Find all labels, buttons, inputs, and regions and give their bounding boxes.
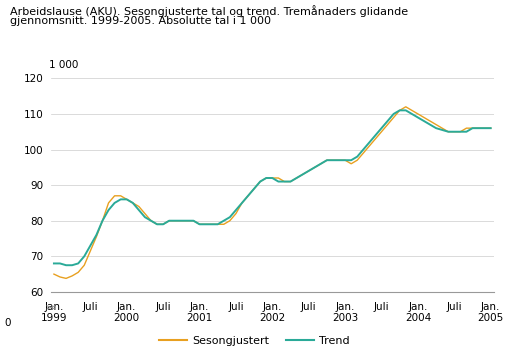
Text: 0: 0	[5, 318, 11, 328]
Sesongjustert	[439, 126, 445, 130]
Sesongjustert	[427, 119, 433, 123]
Trend	[457, 130, 463, 134]
Text: gjennomsnitt. 1999-2005. Absolutte tal i 1 000: gjennomsnitt. 1999-2005. Absolutte tal i…	[10, 16, 271, 26]
Legend: Sesongjustert, Trend: Sesongjustert, Trend	[155, 331, 354, 350]
Sesongjustert	[457, 130, 463, 134]
Trend	[397, 108, 403, 112]
Sesongjustert	[51, 272, 57, 276]
Text: 1 000: 1 000	[49, 60, 78, 70]
Trend	[439, 128, 445, 132]
Trend	[154, 222, 160, 226]
Trend	[203, 222, 209, 226]
Line: Trend: Trend	[54, 110, 491, 265]
Trend	[427, 122, 433, 127]
Trend	[275, 179, 281, 184]
Line: Sesongjustert: Sesongjustert	[54, 107, 491, 278]
Sesongjustert	[63, 276, 69, 281]
Sesongjustert	[154, 222, 160, 226]
Sesongjustert	[488, 126, 494, 130]
Trend	[51, 261, 57, 266]
Text: Arbeidslause (AKU). Sesongjusterte tal og trend. Tremånaders glidande: Arbeidslause (AKU). Sesongjusterte tal o…	[10, 5, 408, 17]
Sesongjustert	[203, 222, 209, 226]
Trend	[488, 126, 494, 130]
Sesongjustert	[403, 105, 409, 109]
Trend	[63, 263, 69, 267]
Sesongjustert	[275, 176, 281, 180]
